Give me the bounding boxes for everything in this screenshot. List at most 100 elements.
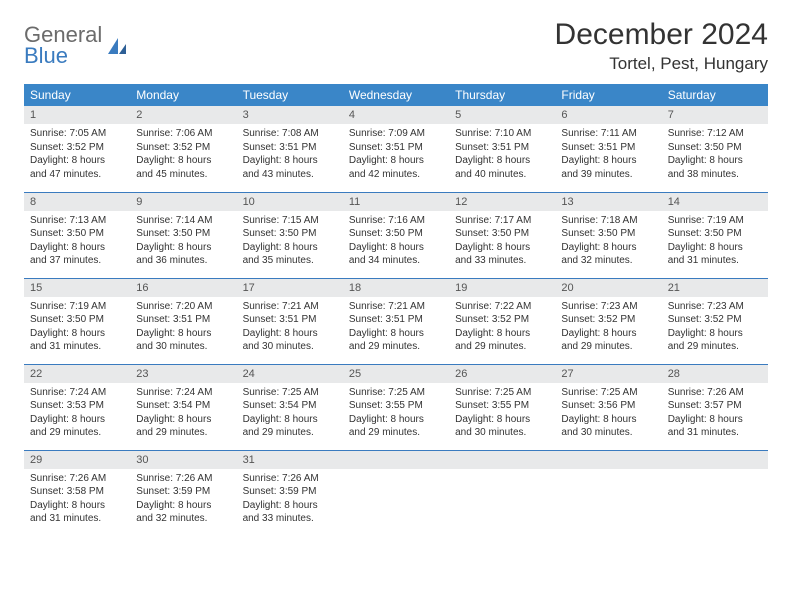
day-detail-line: Sunrise: 7:26 AM [30,472,124,486]
calendar-cell: 27Sunrise: 7:25 AMSunset: 3:56 PMDayligh… [555,364,661,450]
day-body-empty [449,469,555,519]
day-detail-line: Daylight: 8 hours [243,154,337,168]
day-details: Sunrise: 7:23 AMSunset: 3:52 PMDaylight:… [555,297,661,358]
calendar-cell: 6Sunrise: 7:11 AMSunset: 3:51 PMDaylight… [555,106,661,192]
day-detail-line: and 30 minutes. [561,426,655,440]
calendar-cell: 14Sunrise: 7:19 AMSunset: 3:50 PMDayligh… [662,192,768,278]
weekday-header: Thursday [449,84,555,106]
day-detail-line: Sunrise: 7:21 AM [349,300,443,314]
day-detail-line: Sunrise: 7:05 AM [30,127,124,141]
calendar-week-row: 29Sunrise: 7:26 AMSunset: 3:58 PMDayligh… [24,450,768,536]
day-detail-line: Sunrise: 7:23 AM [561,300,655,314]
day-number: 10 [237,193,343,211]
day-number: 12 [449,193,555,211]
day-detail-line: Sunrise: 7:12 AM [668,127,762,141]
day-number: 17 [237,279,343,297]
day-details: Sunrise: 7:16 AMSunset: 3:50 PMDaylight:… [343,211,449,272]
location-subtitle: Tortel, Pest, Hungary [555,54,768,74]
day-detail-line: Sunrise: 7:25 AM [349,386,443,400]
day-detail-line: Sunrise: 7:18 AM [561,214,655,228]
day-detail-line: Daylight: 8 hours [349,241,443,255]
day-details: Sunrise: 7:25 AMSunset: 3:55 PMDaylight:… [449,383,555,444]
day-detail-line: Sunset: 3:53 PM [30,399,124,413]
day-detail-line: Sunset: 3:51 PM [243,313,337,327]
day-detail-line: Sunset: 3:50 PM [243,227,337,241]
calendar-cell-empty [449,450,555,536]
day-details: Sunrise: 7:19 AMSunset: 3:50 PMDaylight:… [24,297,130,358]
day-number-empty [449,451,555,469]
day-detail-line: and 33 minutes. [243,512,337,526]
day-number: 27 [555,365,661,383]
calendar-week-row: 22Sunrise: 7:24 AMSunset: 3:53 PMDayligh… [24,364,768,450]
day-detail-line: Sunrise: 7:16 AM [349,214,443,228]
day-detail-line: Sunset: 3:52 PM [561,313,655,327]
day-number: 29 [24,451,130,469]
day-detail-line: Sunrise: 7:25 AM [455,386,549,400]
day-detail-line: Sunrise: 7:24 AM [30,386,124,400]
day-detail-line: Sunrise: 7:24 AM [136,386,230,400]
day-detail-line: Daylight: 8 hours [455,413,549,427]
day-detail-line: Daylight: 8 hours [349,413,443,427]
day-details: Sunrise: 7:25 AMSunset: 3:55 PMDaylight:… [343,383,449,444]
day-detail-line: Daylight: 8 hours [668,327,762,341]
calendar-cell: 18Sunrise: 7:21 AMSunset: 3:51 PMDayligh… [343,278,449,364]
day-details: Sunrise: 7:24 AMSunset: 3:53 PMDaylight:… [24,383,130,444]
day-detail-line: Daylight: 8 hours [30,241,124,255]
day-detail-line: Daylight: 8 hours [243,413,337,427]
day-detail-line: Sunset: 3:55 PM [455,399,549,413]
day-details: Sunrise: 7:05 AMSunset: 3:52 PMDaylight:… [24,124,130,185]
day-detail-line: Sunset: 3:51 PM [349,141,443,155]
calendar-cell: 29Sunrise: 7:26 AMSunset: 3:58 PMDayligh… [24,450,130,536]
day-detail-line: Sunrise: 7:19 AM [668,214,762,228]
day-detail-line: Sunset: 3:50 PM [349,227,443,241]
calendar-cell: 17Sunrise: 7:21 AMSunset: 3:51 PMDayligh… [237,278,343,364]
day-number: 8 [24,193,130,211]
day-detail-line: Sunrise: 7:15 AM [243,214,337,228]
calendar-cell: 4Sunrise: 7:09 AMSunset: 3:51 PMDaylight… [343,106,449,192]
day-number: 23 [130,365,236,383]
calendar-cell: 1Sunrise: 7:05 AMSunset: 3:52 PMDaylight… [24,106,130,192]
day-detail-line: Sunset: 3:50 PM [455,227,549,241]
day-number: 19 [449,279,555,297]
day-detail-line: Sunrise: 7:23 AM [668,300,762,314]
day-number: 26 [449,365,555,383]
day-detail-line: Daylight: 8 hours [30,154,124,168]
day-details: Sunrise: 7:15 AMSunset: 3:50 PMDaylight:… [237,211,343,272]
day-detail-line: Sunrise: 7:08 AM [243,127,337,141]
day-detail-line: Daylight: 8 hours [561,241,655,255]
day-details: Sunrise: 7:18 AMSunset: 3:50 PMDaylight:… [555,211,661,272]
day-detail-line: Sunrise: 7:22 AM [455,300,549,314]
day-details: Sunrise: 7:11 AMSunset: 3:51 PMDaylight:… [555,124,661,185]
day-details: Sunrise: 7:25 AMSunset: 3:56 PMDaylight:… [555,383,661,444]
day-detail-line: Daylight: 8 hours [668,241,762,255]
day-detail-line: Sunset: 3:50 PM [561,227,655,241]
day-detail-line: and 29 minutes. [455,340,549,354]
day-number: 28 [662,365,768,383]
day-details: Sunrise: 7:26 AMSunset: 3:57 PMDaylight:… [662,383,768,444]
day-details: Sunrise: 7:26 AMSunset: 3:58 PMDaylight:… [24,469,130,530]
day-detail-line: Daylight: 8 hours [243,327,337,341]
day-number: 18 [343,279,449,297]
calendar-cell: 20Sunrise: 7:23 AMSunset: 3:52 PMDayligh… [555,278,661,364]
weekday-header: Tuesday [237,84,343,106]
header: General Blue December 2024 Tortel, Pest,… [24,18,768,74]
day-details: Sunrise: 7:26 AMSunset: 3:59 PMDaylight:… [237,469,343,530]
day-detail-line: and 35 minutes. [243,254,337,268]
calendar-cell: 22Sunrise: 7:24 AMSunset: 3:53 PMDayligh… [24,364,130,450]
calendar-table: SundayMondayTuesdayWednesdayThursdayFrid… [24,84,768,536]
day-detail-line: and 31 minutes. [668,426,762,440]
day-details: Sunrise: 7:25 AMSunset: 3:54 PMDaylight:… [237,383,343,444]
day-detail-line: and 43 minutes. [243,168,337,182]
calendar-cell: 10Sunrise: 7:15 AMSunset: 3:50 PMDayligh… [237,192,343,278]
day-number: 5 [449,106,555,124]
calendar-week-row: 15Sunrise: 7:19 AMSunset: 3:50 PMDayligh… [24,278,768,364]
logo-text-block: General Blue [24,24,102,67]
day-detail-line: and 36 minutes. [136,254,230,268]
day-number: 6 [555,106,661,124]
day-number: 16 [130,279,236,297]
day-detail-line: Daylight: 8 hours [668,413,762,427]
day-detail-line: Daylight: 8 hours [136,413,230,427]
day-detail-line: Daylight: 8 hours [243,499,337,513]
day-detail-line: Sunrise: 7:26 AM [243,472,337,486]
day-detail-line: Sunset: 3:52 PM [668,313,762,327]
